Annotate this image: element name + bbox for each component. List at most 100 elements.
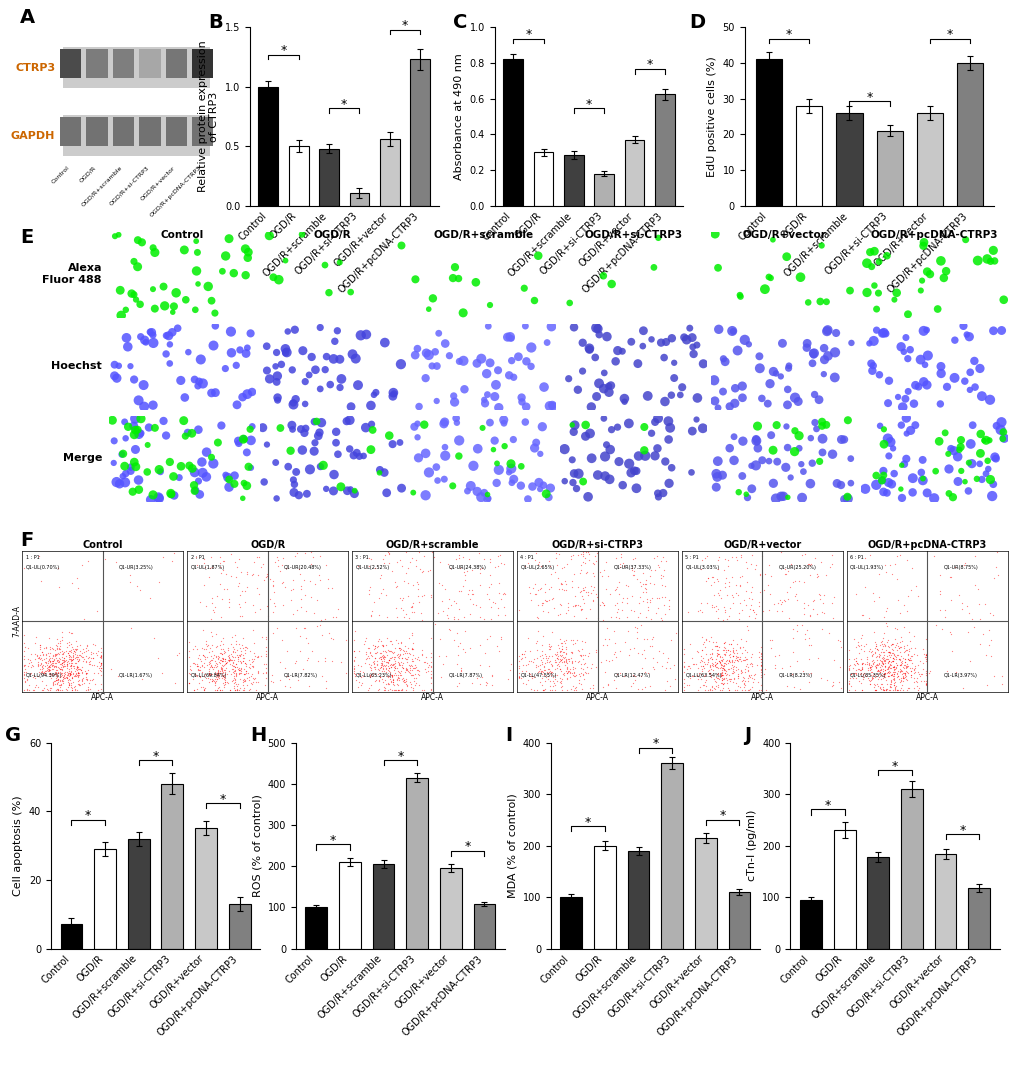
Point [876, 671, 893, 688]
Point [42, 668, 58, 685]
Point [53, 664, 69, 682]
Point [886, 666, 902, 683]
Point [698, 547, 714, 565]
Point [51, 676, 67, 694]
Point [717, 662, 734, 680]
Point [238, 638, 255, 656]
Point [476, 485, 492, 502]
Point [900, 680, 916, 697]
Point [878, 681, 895, 698]
Point [901, 641, 917, 658]
Point [181, 660, 198, 678]
Point [853, 661, 869, 679]
Point [265, 594, 281, 611]
Point [861, 658, 877, 675]
Point [62, 666, 78, 683]
Point [790, 427, 806, 444]
Point [385, 384, 401, 401]
Point [970, 635, 986, 653]
Point [69, 570, 86, 588]
Point [877, 660, 894, 678]
Point [868, 662, 884, 680]
Point [212, 636, 228, 654]
Point [577, 416, 593, 434]
Point [703, 678, 719, 695]
Point [392, 641, 409, 658]
Point [515, 674, 531, 692]
Point [873, 682, 890, 699]
Point [734, 638, 750, 656]
Point [396, 644, 413, 661]
Point [228, 357, 245, 374]
Point [645, 259, 661, 276]
Point [623, 602, 639, 619]
Point [888, 682, 904, 699]
Point [62, 679, 78, 696]
Point [341, 412, 358, 429]
Point [709, 669, 726, 686]
Point [78, 637, 95, 655]
Point [949, 448, 965, 465]
Point [405, 576, 421, 593]
Point [876, 657, 893, 674]
Point [865, 332, 881, 349]
Point [417, 444, 433, 462]
Point [366, 640, 382, 657]
Point [734, 377, 750, 395]
Point [699, 662, 715, 680]
Point [33, 650, 49, 668]
Point [587, 642, 603, 659]
Point [345, 631, 362, 648]
Point [223, 651, 239, 669]
Point [374, 656, 390, 673]
Point [536, 672, 552, 689]
Point [938, 662, 955, 680]
Point [597, 580, 613, 597]
Point [675, 641, 691, 658]
Point [208, 624, 224, 642]
Point [840, 674, 856, 692]
Point [628, 630, 644, 647]
Point [532, 663, 548, 681]
Point [584, 554, 600, 571]
Point [217, 566, 233, 583]
Point [423, 544, 439, 562]
Point [471, 675, 487, 693]
Point [332, 654, 348, 671]
Point [562, 631, 579, 648]
Point [433, 592, 449, 609]
Point [840, 673, 856, 691]
Point [276, 579, 292, 596]
Point [867, 668, 883, 685]
Point [473, 350, 489, 367]
Point [887, 680, 903, 697]
Point [41, 661, 57, 679]
Point [42, 654, 58, 671]
Point [639, 591, 655, 608]
Point [746, 560, 762, 578]
Point [862, 643, 878, 660]
Point [879, 653, 896, 670]
Point [606, 634, 623, 651]
Point [540, 663, 556, 681]
Point [214, 661, 230, 679]
Point [230, 660, 247, 678]
Point [883, 668, 900, 685]
Point [180, 663, 197, 681]
Point [705, 670, 721, 687]
Point [51, 634, 67, 651]
Point [883, 682, 900, 699]
Point [879, 659, 896, 676]
Point [701, 664, 717, 682]
Point [539, 592, 555, 609]
Point [292, 598, 309, 616]
Point [688, 667, 704, 684]
Point [752, 646, 768, 663]
Point [537, 647, 553, 664]
Point [499, 328, 516, 346]
Point [366, 655, 382, 672]
Point [762, 269, 779, 286]
Point [529, 622, 545, 640]
Point [829, 632, 846, 649]
Point [883, 670, 900, 687]
